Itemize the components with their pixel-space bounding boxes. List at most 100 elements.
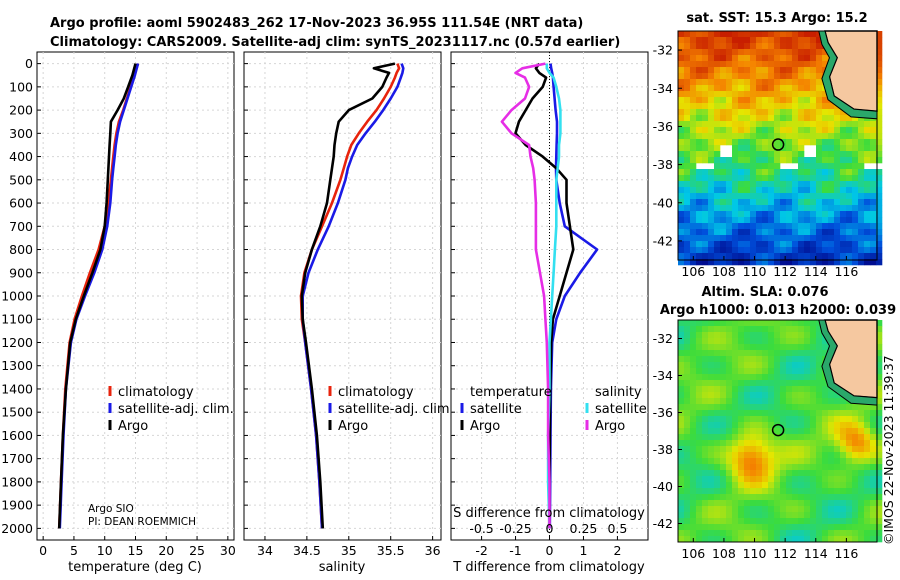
map-cell (852, 476, 859, 483)
map-cell (798, 61, 805, 68)
map-cell (786, 181, 793, 188)
map-cell (768, 109, 775, 116)
map-cell (840, 247, 847, 254)
map-cell (786, 97, 793, 104)
map-cell (714, 199, 721, 206)
map-cell (810, 326, 817, 333)
map-cell (834, 217, 841, 224)
map-cell (726, 524, 733, 531)
map-cell (696, 223, 703, 230)
map-cell (696, 518, 703, 525)
map-cell (708, 362, 715, 369)
map-cell (840, 488, 847, 495)
map-cell (798, 434, 805, 441)
map-cell (726, 109, 733, 116)
map-cell (786, 506, 793, 513)
map-cell (732, 422, 739, 429)
map-cell (828, 133, 835, 140)
map-cell (822, 217, 829, 224)
map-cell (816, 223, 823, 230)
map-cell (804, 446, 811, 453)
map-cell (678, 181, 685, 188)
map-cell (732, 482, 739, 489)
map-cell (804, 536, 811, 543)
map-cell (750, 386, 757, 393)
map-cell (810, 500, 817, 507)
map-cell (762, 55, 769, 62)
map-cell (762, 530, 769, 537)
map-cell (768, 169, 775, 176)
map-cell (822, 193, 829, 200)
map-cell (696, 386, 703, 393)
map-cell (690, 85, 697, 92)
map-cell (774, 235, 781, 242)
map-cell (696, 470, 703, 477)
map-cell (726, 31, 733, 38)
map-cell (786, 157, 793, 164)
map-cell (678, 476, 685, 483)
map-cell (684, 241, 691, 248)
map-cell (684, 43, 691, 50)
map-cell (828, 229, 835, 236)
map-cell (804, 380, 811, 387)
map-cell (744, 127, 751, 134)
map-cell (768, 199, 775, 206)
map-cell (720, 332, 727, 339)
map-cell (810, 199, 817, 206)
map-cell (774, 404, 781, 411)
map-cell (750, 404, 757, 411)
map-cell (708, 247, 715, 254)
map-cell (732, 49, 739, 56)
map-cell (798, 223, 805, 230)
map-cell (786, 458, 793, 465)
map-cell (744, 392, 751, 399)
map-cell (768, 43, 775, 50)
map-cell (720, 127, 727, 134)
map-cell (786, 488, 793, 495)
map-cell (714, 338, 721, 345)
map-cell (774, 506, 781, 513)
map-cell (780, 494, 787, 501)
x-tick-label: 1 (579, 543, 587, 558)
map-cell (798, 175, 805, 182)
map-cell (822, 386, 829, 393)
map-cell (756, 259, 763, 266)
map-cell (696, 121, 703, 128)
map-cell (810, 512, 817, 519)
map-cell (708, 91, 715, 98)
map-cell (786, 524, 793, 531)
map-cell (738, 217, 745, 224)
map-cell (810, 488, 817, 495)
map-cell (756, 199, 763, 206)
map-cell (726, 229, 733, 236)
map-cell (816, 452, 823, 459)
map-cell (768, 193, 775, 200)
map-cell (786, 175, 793, 182)
map-cell (756, 488, 763, 495)
map-cell (708, 73, 715, 80)
map-cell (804, 500, 811, 507)
map-cell (804, 127, 811, 134)
map-cell (768, 530, 775, 537)
map-cell (828, 217, 835, 224)
map-cell (678, 404, 685, 411)
map-cell (816, 157, 823, 164)
map-y-tick-label: -36 (653, 405, 673, 420)
s-tick-label: 0 (546, 521, 554, 536)
map-cell (858, 476, 865, 483)
map-cell (720, 320, 727, 327)
map-cell (804, 241, 811, 248)
map-cell (828, 175, 835, 182)
map-cell (846, 482, 853, 489)
map-cell (678, 253, 685, 260)
map-cell (858, 235, 865, 242)
map-cell (810, 536, 817, 543)
map-cell (714, 524, 721, 531)
map-cell (870, 205, 877, 212)
map-cell (762, 410, 769, 417)
map-cell (864, 428, 871, 435)
map-cell (684, 37, 691, 44)
map-cell (828, 446, 835, 453)
map-cell (696, 380, 703, 387)
